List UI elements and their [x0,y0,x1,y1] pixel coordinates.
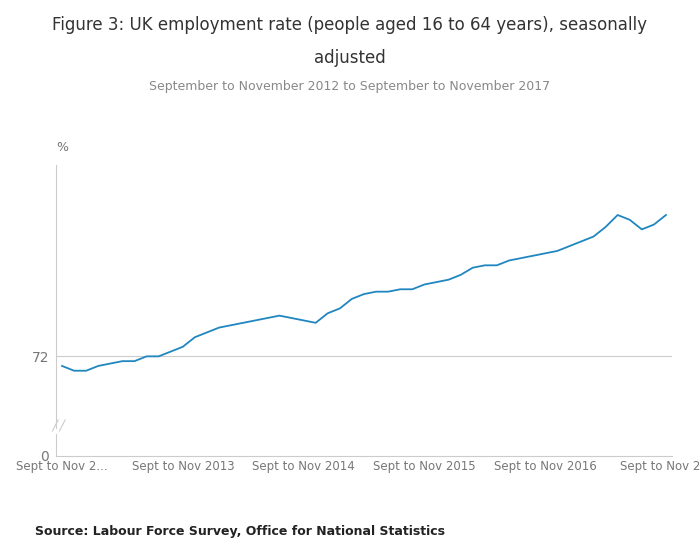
Text: adjusted: adjusted [314,49,386,68]
Text: %: % [56,141,68,154]
Text: Figure 3: UK employment rate (people aged 16 to 64 years), seasonally: Figure 3: UK employment rate (people age… [52,16,648,35]
Text: September to November 2012 to September to November 2017: September to November 2012 to September … [149,80,551,93]
Text: Source: Labour Force Survey, Office for National Statistics: Source: Labour Force Survey, Office for … [35,525,445,538]
